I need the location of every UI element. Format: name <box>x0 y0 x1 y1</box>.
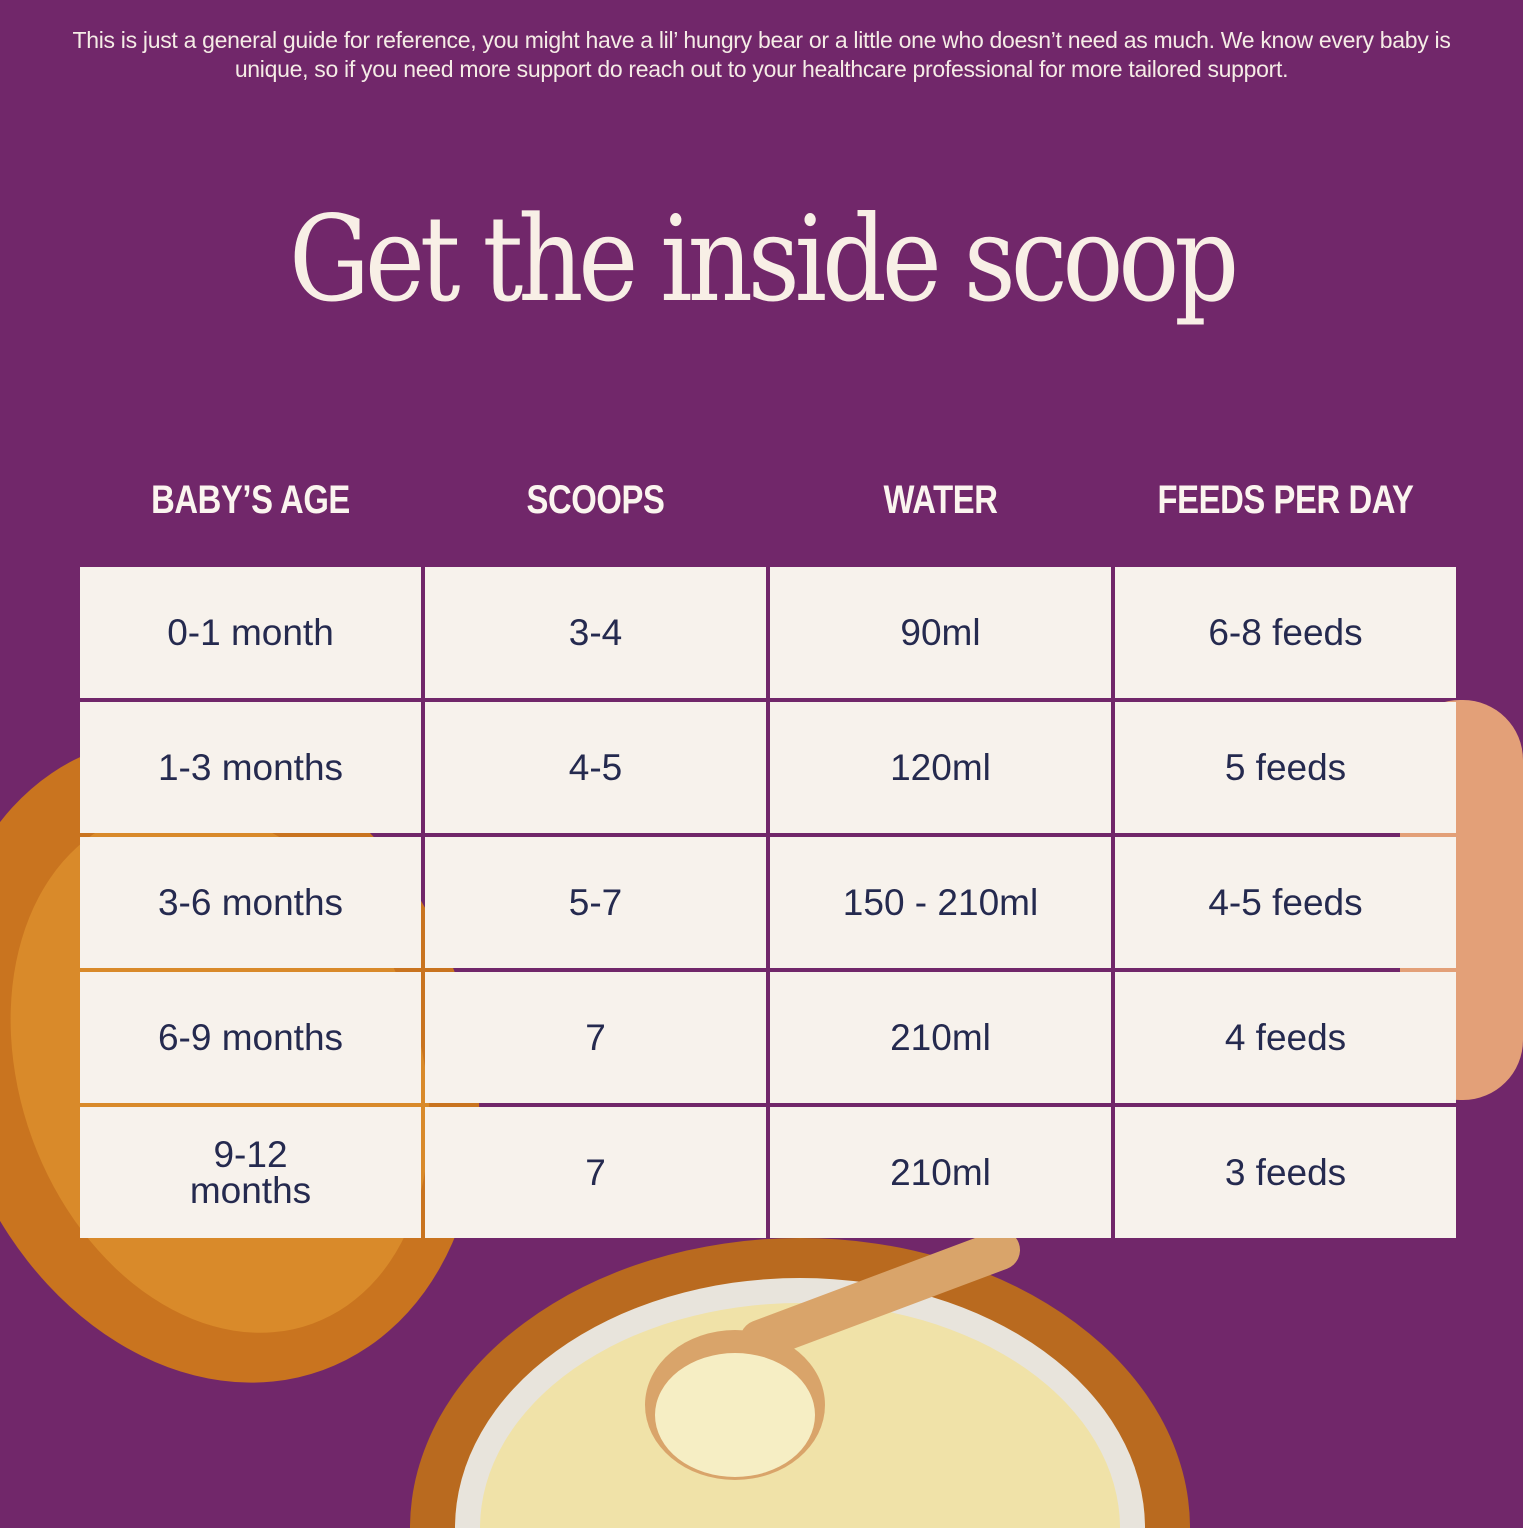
table-cell-water: 210ml <box>770 1107 1111 1238</box>
table-cell-water: 150 - 210ml <box>770 837 1111 968</box>
table-cell-scoops: 4-5 <box>425 702 766 833</box>
age-label: 6-9 months <box>157 1016 344 1058</box>
table-cell-water: 210ml <box>770 972 1111 1103</box>
table-cell-scoops: 7 <box>425 1107 766 1238</box>
table-cell-feeds: 4-5 feeds <box>1115 837 1456 968</box>
table-cell-feeds: 6-8 feeds <box>1115 567 1456 698</box>
intro-text: This is just a general guide for referen… <box>72 27 1451 82</box>
age-label: 9-12 months <box>189 1133 312 1211</box>
table-cell-scoops: 7 <box>425 972 766 1103</box>
column-header-scoops: SCOOPS <box>526 478 665 522</box>
table-cell-age: 3-6 months <box>80 837 421 968</box>
table-cell-water: 90ml <box>770 567 1111 698</box>
column-header-feeds: FEEDS PER DAY <box>1157 478 1414 522</box>
table-cell-scoops: 3-4 <box>425 567 766 698</box>
column-header-age: BABY’S AGE <box>151 478 350 522</box>
page-title: Get the inside scoop <box>288 190 1239 328</box>
scoop-powder <box>655 1353 815 1477</box>
table-cell-scoops: 5-7 <box>425 837 766 968</box>
table-cell-feeds: 4 feeds <box>1115 972 1456 1103</box>
age-label: 0-1 month <box>167 611 334 653</box>
column-header-water: WATER <box>883 478 998 522</box>
age-label: 3-6 months <box>157 881 344 923</box>
scoop-handle <box>740 1230 1020 1360</box>
table-cell-age: 6-9 months <box>80 972 421 1103</box>
table-cell-water: 120ml <box>770 702 1111 833</box>
table-cell-age: 1-3 months <box>80 702 421 833</box>
age-label: 1-3 months <box>157 746 344 788</box>
table-cell-age: 9-12 months <box>80 1107 421 1238</box>
table-cell-feeds: 5 feeds <box>1115 702 1456 833</box>
table-cell-feeds: 3 feeds <box>1115 1107 1456 1238</box>
feeding-table: 0-1 month 3-4 90ml 6-8 feeds 1-3 months … <box>80 567 1456 1238</box>
table-cell-age: 0-1 month <box>80 567 421 698</box>
